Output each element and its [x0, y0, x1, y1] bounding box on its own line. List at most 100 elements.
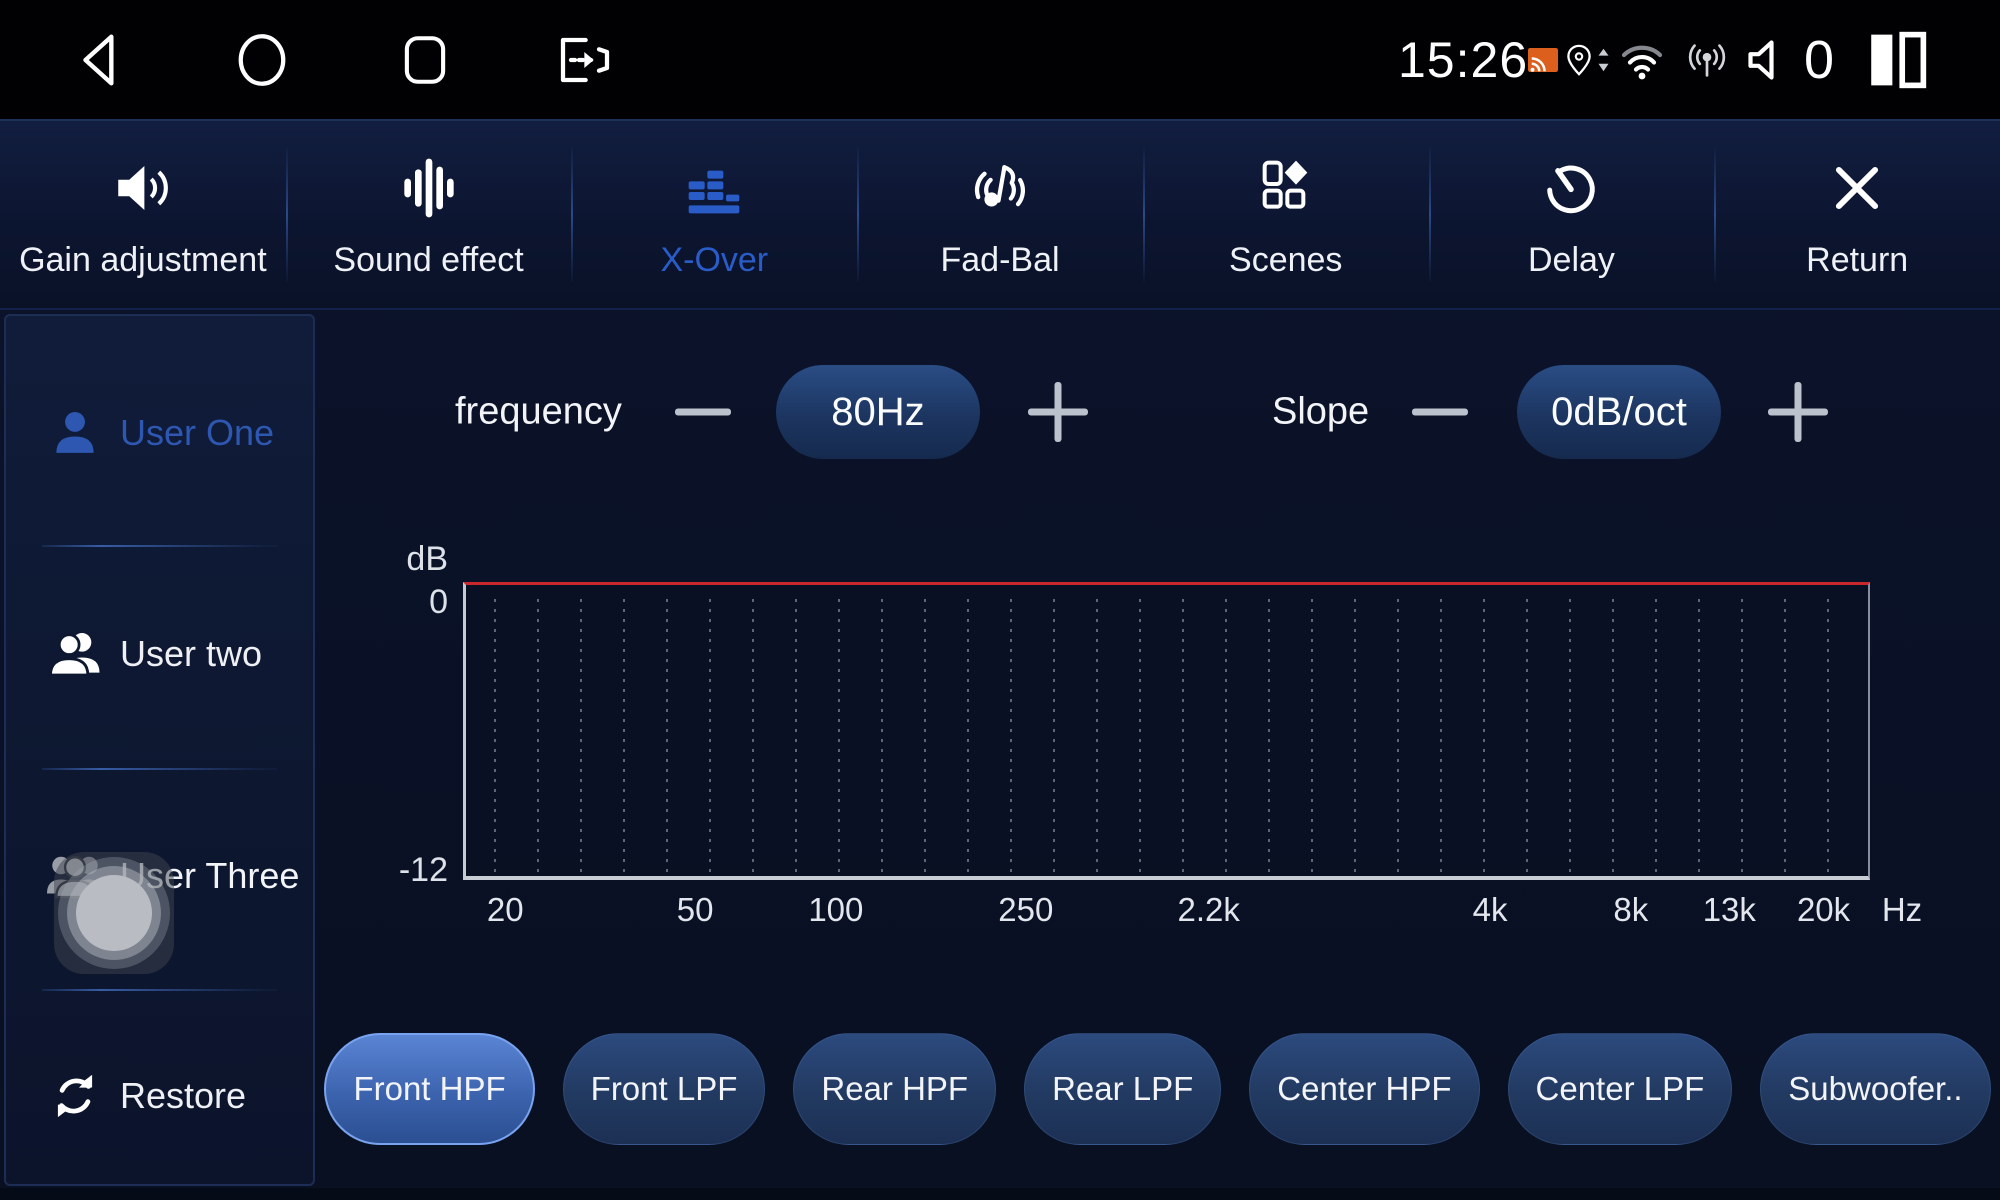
tab-label: Gain adjustment [19, 241, 267, 279]
chart-gridline [494, 599, 496, 876]
status-clock: 15:26 [1398, 31, 1529, 88]
chart-gridline [1784, 599, 1786, 876]
chart-gridline [1569, 599, 1571, 876]
tab-sound-effect[interactable]: Sound effect [285, 121, 572, 308]
chart-gridline [967, 599, 969, 876]
sidebar-item-user-one[interactable]: User One [6, 378, 313, 488]
restore-sync-icon [46, 1067, 104, 1125]
chart-gridline [623, 599, 625, 876]
tab-bar: Gain adjustment Sound effect X-Over Fad-… [0, 119, 2000, 310]
exit-app-button[interactable] [548, 28, 618, 92]
screen-split-icon [1864, 29, 1932, 91]
tab-delay[interactable]: Delay [1428, 121, 1715, 308]
back-button[interactable] [70, 29, 132, 91]
filter-button-subwoofer[interactable]: Subwoofer.. [1760, 1032, 1991, 1145]
chart-gridline [666, 599, 668, 876]
chart-x-tick: 250 [998, 891, 1054, 928]
x-over-equalizer-icon [679, 149, 749, 227]
wifi-icon [1616, 36, 1668, 84]
chart-y-axis-unit: dB [406, 540, 448, 578]
sidebar-item-label: Restore [120, 1075, 247, 1116]
chart-gridline [1741, 599, 1743, 876]
chart-gridline [1698, 599, 1700, 876]
home-button[interactable] [232, 28, 292, 92]
chart-gridline [1225, 599, 1227, 876]
home-circle-icon [238, 33, 286, 86]
chart-gridline [1483, 599, 1485, 876]
filter-button-rear-hpf[interactable]: Rear HPF [793, 1032, 997, 1145]
chart-gridline [1053, 599, 1055, 876]
tab-label: Scenes [1229, 241, 1343, 279]
tab-scenes[interactable]: Scenes [1142, 121, 1429, 308]
data-arrows-icon [1596, 47, 1611, 73]
slope-plus-button[interactable] [1753, 367, 1843, 457]
chart-gridline [881, 599, 883, 876]
sidebar-divider [42, 545, 277, 547]
chart-y-tick-minus12: -12 [398, 851, 448, 889]
tab-gain-adjustment[interactable]: Gain adjustment [0, 121, 286, 308]
touch-ripple-core [76, 875, 152, 951]
chart-gridline [1612, 599, 1614, 876]
tab-label: Delay [1527, 241, 1615, 279]
plus-icon [1768, 382, 1828, 442]
chart-x-tick: 13k [1702, 891, 1756, 928]
tab-label: Fad-Bal [940, 241, 1060, 279]
location-icon [1562, 36, 1596, 84]
chart-gridline [1139, 599, 1141, 876]
chart-gridline [795, 599, 797, 876]
close-x-icon [1826, 149, 1888, 227]
sidebar: User One User two User Three [4, 314, 315, 1186]
chart-gridline [1397, 599, 1399, 876]
filter-button-front-hpf[interactable]: Front HPF [324, 1032, 535, 1145]
volume-level: 0 [1804, 29, 1835, 90]
scenes-grid-icon [1254, 149, 1318, 227]
sound-effect-bars-icon [397, 149, 461, 227]
slope-value: 0dB/oct [1517, 365, 1721, 459]
volume-icon [1740, 32, 1796, 88]
filter-button-front-lpf[interactable]: Front LPF [562, 1032, 766, 1145]
chart-gridline [838, 599, 840, 876]
chart-gridline [1526, 599, 1528, 876]
chart-gridline [1268, 599, 1270, 876]
tab-label: Return [1806, 241, 1909, 279]
filter-button-center-hpf[interactable]: Center HPF [1249, 1032, 1480, 1145]
tab-label: X-Over [660, 241, 769, 279]
tab-return[interactable]: Return [1714, 121, 2000, 308]
tab-fad-bal[interactable]: Fad-Bal [857, 121, 1143, 308]
chart-gridline [1827, 599, 1829, 876]
sidebar-item-label: User One [120, 412, 275, 453]
filter-button-row: Front HPF Front LPF Rear HPF Rear LPF Center… [315, 1032, 2000, 1145]
tab-label: Sound effect [333, 241, 524, 279]
frequency-plus-button[interactable] [1013, 367, 1103, 457]
sidebar-item-user-two[interactable]: User two [6, 599, 313, 709]
chart-gridline [537, 599, 539, 876]
tab-x-over[interactable]: X-Over [571, 121, 857, 308]
status-bar: 15:26 0 [0, 0, 2000, 119]
recents-square-icon [404, 35, 446, 84]
chart-y-tick-0: 0 [429, 583, 448, 621]
user-one-icon [46, 404, 104, 462]
gain-speaker-icon [107, 149, 179, 227]
chart-gridline [1010, 599, 1012, 876]
touch-ripple [54, 852, 174, 974]
cast-icon [1524, 42, 1562, 78]
user-two-icon [46, 625, 104, 683]
bottom-edge [0, 1188, 2000, 1200]
chart-gridline [1440, 599, 1442, 876]
sidebar-divider [42, 768, 277, 770]
slope-minus-button[interactable] [1395, 367, 1485, 457]
sidebar-item-restore[interactable]: Restore [6, 1041, 313, 1151]
chart-gridline [924, 599, 926, 876]
chart-x-tick: 2.2k [1177, 891, 1240, 928]
back-icon [83, 34, 114, 85]
recents-button[interactable] [396, 29, 454, 91]
frequency-minus-button[interactable] [658, 367, 748, 457]
fad-bal-note-icon [966, 149, 1034, 227]
filter-button-center-lpf[interactable]: Center LPF [1507, 1032, 1733, 1145]
sidebar-divider [42, 989, 277, 991]
chart-x-axis-unit: Hz [1881, 891, 1923, 928]
chart-x-tick: 4k [1472, 891, 1508, 928]
filter-button-rear-lpf[interactable]: Rear LPF [1024, 1032, 1222, 1145]
delay-timer-icon [1538, 149, 1604, 227]
chart-x-tick: 20k [1796, 891, 1851, 928]
